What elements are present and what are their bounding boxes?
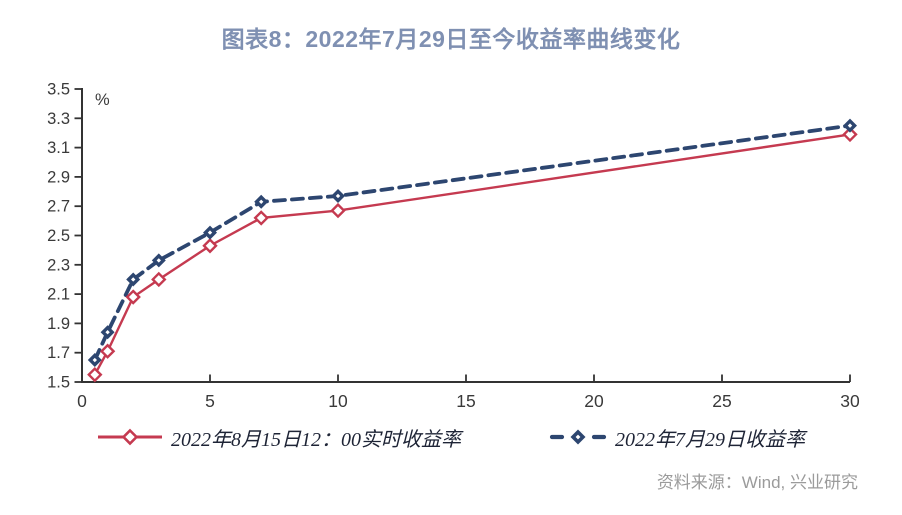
x-axis-ticks: 0 5 10 15 20 25 30 [77, 374, 860, 411]
open-diamond-marker [99, 343, 116, 359]
legend: 2022年8月15日12：00实时收益率 2022年7月29日收益率 [0, 420, 902, 454]
source-note: 资料来源：Wind, 兴业研究 [656, 473, 858, 492]
x-tick-label: 0 [77, 391, 87, 411]
diamond-center-dot [105, 329, 110, 335]
legend-label-realtime: 2022年8月15日12：00实时收益率 [171, 428, 461, 451]
page-title: 图表8：2022年7月29日至今收益率曲线变化 [221, 26, 681, 52]
open-diamond-icon [121, 428, 139, 446]
diamond-center-dot [92, 357, 97, 363]
realtime-series-swatch [98, 428, 162, 446]
diamond-center-dot [156, 258, 161, 263]
x-tick-label: 10 [328, 391, 348, 411]
y-tick-label: 1.9 [47, 315, 70, 333]
y-tick-label: 2.7 [47, 198, 70, 216]
x-tick-label: 5 [205, 391, 215, 411]
axes [81, 88, 850, 383]
diamond-center-dot [207, 230, 213, 235]
open-diamond-marker [253, 210, 269, 226]
series-line-0 [93, 133, 851, 376]
series-markers-1 [87, 118, 857, 368]
diamond-center-dot [575, 434, 581, 440]
legend-label-jul29: 2022年7月29日收益率 [615, 428, 805, 451]
series-markers-0 [87, 126, 858, 383]
legend-item-jul29: 2022年7月29日收益率 [549, 423, 805, 452]
y-tick-label: 2.5 [47, 227, 70, 245]
y-tick-label: 2.9 [47, 168, 70, 186]
y-tick-label: 2.1 [47, 286, 70, 304]
series-line-1 [92, 123, 852, 362]
y-tick-label: 3.3 [47, 110, 70, 128]
open-diamond-marker [842, 126, 858, 143]
diamond-center-dot [847, 123, 853, 128]
x-tick-label: 15 [456, 391, 475, 411]
legend-item-realtime: 2022年8月15日12：00实时收益率 [97, 423, 461, 452]
open-diamond-marker [125, 289, 141, 305]
x-tick-label: 25 [712, 391, 731, 411]
diamond-center-dot [335, 193, 341, 199]
open-diamond-marker [202, 238, 218, 254]
open-diamond-marker [87, 366, 103, 383]
y-tick-label: 2.3 [47, 256, 70, 274]
y-tick-label: 3.1 [47, 139, 70, 157]
jul29-series-swatch [549, 429, 607, 445]
y-axis-ticks: 1.5 1.7 1.9 2.1 2.3 2.5 2.7 2.9 3.1 3.3 3.5 [47, 81, 82, 392]
y-axis-unit-label: % [95, 91, 110, 109]
diamond-center-dot [259, 199, 264, 205]
y-tick-label: 3.5 [47, 81, 70, 99]
open-diamond-marker [151, 271, 167, 288]
x-tick-label: 30 [840, 391, 860, 411]
diamond-center-dot [131, 277, 136, 282]
x-tick-label: 20 [584, 391, 604, 411]
open-diamond-marker [330, 202, 346, 219]
y-tick-label: 1.7 [47, 344, 70, 362]
y-tick-label: 1.5 [47, 374, 70, 392]
